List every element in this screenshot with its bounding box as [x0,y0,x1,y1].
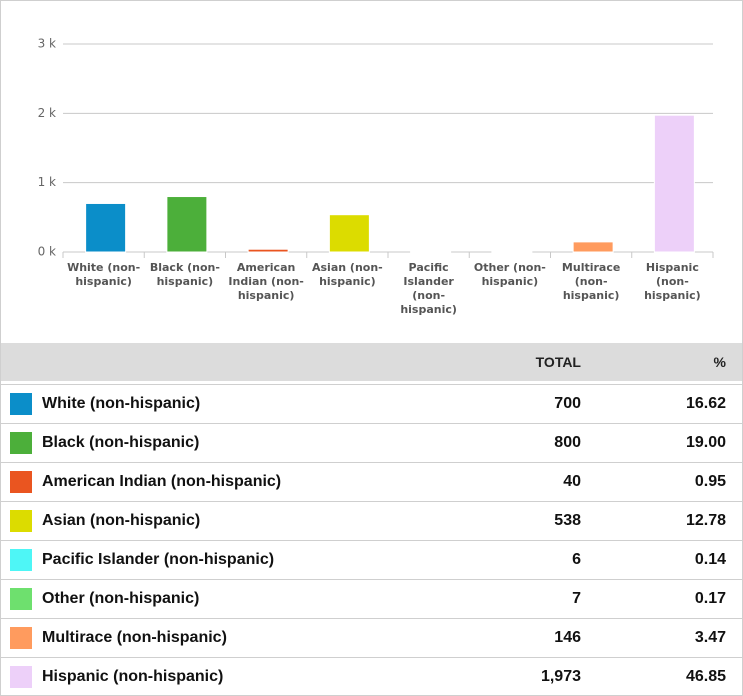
bar [85,202,127,253]
row-percent: 3.47 [694,629,726,646]
row-name: American Indian (non-hispanic) [42,473,282,490]
y-tick-label: 2 k [38,106,56,120]
bar [247,248,289,253]
row-name: Black (non-hispanic) [42,434,200,451]
table-row: American Indian (non-hispanic) 40 0.95 [1,462,742,501]
x-tick-label: Asian (non-hispanic) [312,261,383,288]
row-name: Multirace (non-hispanic) [42,629,227,646]
row-total: 700 [554,395,581,412]
row-percent: 19.00 [685,434,726,451]
row-total: 538 [554,512,581,529]
color-swatch [10,666,32,688]
bar [328,214,370,253]
color-swatch [10,588,32,610]
color-swatch [10,471,32,493]
table-row: Pacific Islander (non-hispanic) 6 0.14 [1,540,742,579]
row-name: Pacific Islander (non-hispanic) [42,551,275,568]
y-tick-label: 0 k [38,245,56,259]
table-row: Multirace (non-hispanic) 146 3.47 [1,618,742,657]
bar [653,114,695,253]
row-name: Other (non-hispanic) [42,590,200,607]
table-header: TOTAL % [1,343,742,384]
row-percent: 46.85 [685,668,726,685]
table-row: Other (non-hispanic) 7 0.17 [1,579,742,618]
row-name: White (non-hispanic) [42,395,201,412]
row-total: 146 [554,629,581,646]
x-tick-label: Hispanic (non-hispanic) [644,261,701,302]
row-name: Hispanic (non-hispanic) [42,668,224,685]
row-percent: 12.78 [685,512,726,529]
table-row: Hispanic (non-hispanic) 1,973 46.85 [1,657,742,695]
table-row: Asian (non-hispanic) 538 12.78 [1,501,742,540]
x-tick-label: Multirace (non-hispanic) [561,261,621,302]
x-tick-label: Pacific Islander (non-hispanic) [400,261,457,316]
row-name: Asian (non-hispanic) [42,512,201,529]
y-tick-label: 1 k [38,175,56,189]
row-percent: 0.14 [694,551,726,568]
color-swatch [10,432,32,454]
x-tick-label: White (non-hispanic) [67,261,141,288]
row-total: 6 [572,551,581,568]
color-swatch [10,627,32,649]
row-total: 7 [572,590,581,607]
x-tick-label: Black (non-hispanic) [149,261,220,288]
row-total: 800 [554,434,581,451]
row-percent: 0.95 [694,473,726,490]
color-swatch [10,549,32,571]
header-total: TOTAL [535,354,581,370]
row-total: 1,973 [540,668,581,685]
color-swatch [10,393,32,415]
color-swatch [10,510,32,532]
header-percent: % [713,354,726,370]
data-table: TOTAL % White (non-hispanic) 700 16.62 Blac… [1,343,742,695]
row-percent: 16.62 [685,395,726,412]
row-percent: 0.17 [694,590,726,607]
x-tick-label: American Indian (non-hispanic) [228,261,304,302]
bar [572,241,614,253]
chart: 0 k 1 k 2 k 3 k [38,37,714,259]
table-row: White (non-hispanic) 700 16.62 [1,384,742,423]
row-total: 40 [563,473,581,490]
table-row: Black (non-hispanic) 800 19.00 [1,423,742,462]
bar [166,196,208,253]
y-tick-label: 3 k [38,37,56,51]
x-tick-label: Other (non-hispanic) [473,261,546,288]
